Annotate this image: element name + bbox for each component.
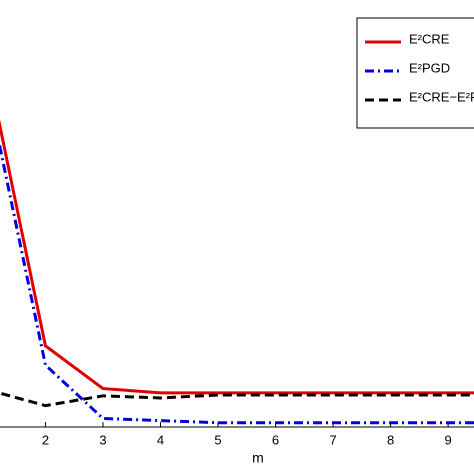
x-tick-label: 4 [157,432,164,447]
x-tick-label: 9 [444,432,451,447]
legend-label: E²PGD [409,60,450,75]
series-line [0,391,474,408]
x-axis-label: m [252,450,264,466]
legend-label: E²CRE [409,31,450,46]
x-tick-label: 8 [387,432,394,447]
x-tick-label: 3 [99,432,106,447]
legend-label: E²CRE−E²PGD [409,89,474,104]
series-line [0,140,474,425]
series-line [0,119,474,395]
legend-box [356,17,474,129]
x-tick-label: 2 [42,432,49,447]
x-tick-label: 6 [272,432,279,447]
x-tick-label: 7 [329,432,336,447]
x-tick-label: 5 [214,432,221,447]
